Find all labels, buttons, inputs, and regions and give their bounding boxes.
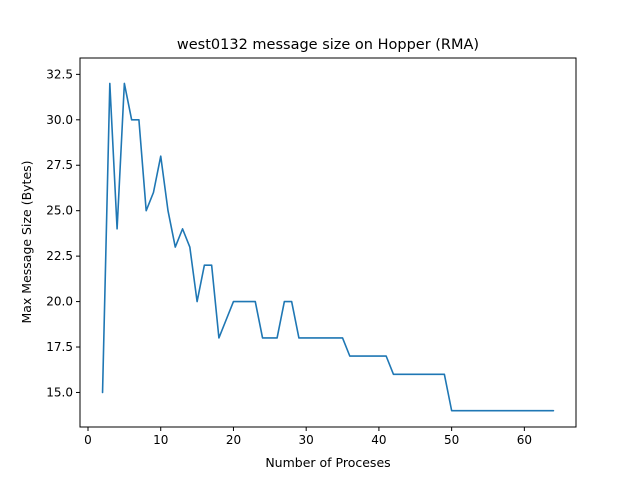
x-axis-label: Number of Proceses <box>265 455 390 470</box>
x-tick-label: 30 <box>299 433 314 447</box>
chart-title: west0132 message size on Hopper (RMA) <box>177 37 479 53</box>
series-layer <box>101 82 555 412</box>
axes-frame <box>79 57 577 428</box>
x-axis: 0 10 20 30 40 50 60 <box>84 427 532 447</box>
y-tick-label: 22.5 <box>46 249 73 263</box>
y-tick-label: 30.0 <box>46 113 73 127</box>
y-tick-label: 15.0 <box>46 385 73 399</box>
x-tick-label: 0 <box>84 433 92 447</box>
y-tick-label: 25.0 <box>46 204 73 218</box>
y-tick-label: 32.5 <box>46 67 73 81</box>
x-tick-label: 10 <box>153 433 168 447</box>
x-tick-label: 40 <box>371 433 386 447</box>
y-axis-label: Max Message Size (Bytes) <box>19 160 34 323</box>
y-tick-label: 20.0 <box>46 295 73 309</box>
y-tick-label: 17.5 <box>46 340 73 354</box>
x-tick-label: 60 <box>517 433 532 447</box>
x-tick-label: 50 <box>444 433 459 447</box>
plot-area: 0 10 20 30 40 50 60 15.0 17.5 20.0 22.5 25.0 27.5 30… <box>46 57 577 447</box>
y-tick-label: 27.5 <box>46 158 73 172</box>
series-line <box>101 82 555 412</box>
x-tick-label: 20 <box>226 433 241 447</box>
y-axis: 15.0 17.5 20.0 22.5 25.0 27.5 30.0 32.5 <box>46 67 80 399</box>
